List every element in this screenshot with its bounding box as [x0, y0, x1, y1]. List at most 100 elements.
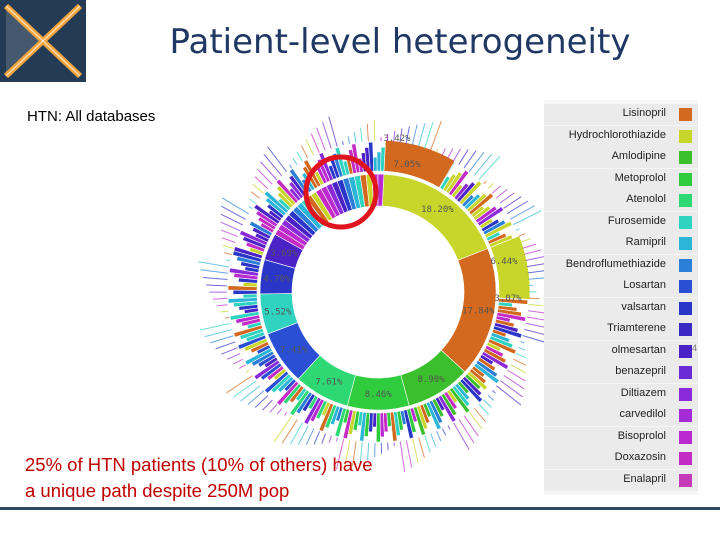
legend-label: Lisinopril: [622, 107, 666, 119]
legend-item[interactable]: Atenolol: [544, 190, 698, 211]
outer-spike: [463, 415, 479, 437]
outer-spike: [424, 121, 434, 149]
outer-spike: [366, 123, 369, 142]
outer-label: 3.07%: [494, 294, 522, 304]
outer-spike: [452, 148, 461, 162]
outer-spike: [478, 156, 501, 181]
legend-item[interactable]: Triamterene: [544, 319, 698, 340]
outer-spike: [503, 375, 525, 390]
legend-swatch: [679, 452, 692, 465]
callout-line-2: a unique path despite 250M pop: [25, 480, 290, 501]
legend-label: benazepril: [615, 365, 666, 377]
legend-item[interactable]: Amlodipine: [544, 147, 698, 168]
outer-spike: [262, 399, 273, 411]
outer-spike: [316, 127, 326, 151]
inner-slice-label: 5.52%: [264, 307, 292, 317]
outer-spike: [473, 407, 486, 423]
outer-spike: [412, 438, 419, 463]
legend-label: Furosemide: [607, 214, 666, 227]
outer-spike: [399, 128, 403, 143]
outer-spike: [221, 347, 238, 355]
legend-item[interactable]: Ramipril: [544, 233, 698, 254]
outer-spike: [478, 403, 490, 415]
inner-slice-label: 4.70%: [263, 275, 291, 285]
outer-spike: [284, 412, 288, 416]
legend-item[interactable]: olmesartan: [544, 340, 698, 362]
outer-spike: [221, 237, 236, 243]
inner-slice-label: 8.90%: [418, 375, 446, 385]
legend-label: Bisoprolol: [617, 429, 666, 442]
outer-spike: [232, 358, 244, 365]
legend-item[interactable]: Lisinopril: [544, 104, 698, 125]
outer-spike: [226, 375, 253, 394]
inner-slice-label: 3.69%: [270, 249, 298, 259]
legend-item[interactable]: carvedilol: [544, 405, 698, 426]
outer-spike: [411, 124, 418, 146]
inner-slice-label: 18.20%: [421, 205, 454, 215]
legend-label: Bendroflumethiazide: [565, 257, 666, 270]
outer-spike: [212, 297, 228, 300]
legend-item[interactable]: valsartan: [544, 297, 698, 319]
legend-swatch: [679, 129, 692, 143]
callout-text: 25% of HTN patients (10% of others) have…: [25, 452, 465, 504]
outer-spike: [441, 428, 447, 436]
inner-slice-label: 8.46%: [365, 390, 393, 400]
legend-swatch: [679, 172, 692, 186]
outer-spike: [344, 440, 351, 468]
legend-label: Enalapril: [623, 472, 666, 485]
legend-swatch: [679, 215, 692, 229]
outer-spike: [510, 364, 527, 374]
outer-slice: [242, 293, 258, 299]
inner-slice-label: 7.41%: [280, 345, 308, 355]
outer-spike: [247, 390, 265, 405]
outer-spike: [252, 183, 264, 194]
outer-spike: [209, 335, 234, 344]
outer-spike: [518, 233, 526, 237]
outer-spike: [222, 244, 234, 249]
outer-spike: [313, 431, 321, 445]
legend-item[interactable]: Diltiazem: [544, 383, 698, 405]
outer-spike: [305, 428, 315, 445]
outer-spike: [458, 149, 469, 165]
outer-spike: [515, 352, 527, 359]
outer-spike: [347, 136, 351, 144]
legend-label: Atenolol: [626, 193, 666, 205]
outer-spike: [453, 422, 470, 450]
legend-item[interactable]: Furosemide: [544, 211, 698, 233]
outer-spike: [215, 341, 236, 350]
outer-spike: [524, 249, 542, 255]
outer-spike: [447, 148, 454, 159]
outer-spike: [224, 252, 232, 256]
outer-spike: [200, 269, 229, 274]
outer-slice: [372, 156, 378, 172]
outer-spike: [359, 442, 363, 464]
outer-spike: [260, 161, 278, 181]
outer-spike: [418, 437, 425, 458]
outer-spike: [435, 148, 439, 153]
outer-spike: [300, 145, 309, 159]
outer-label: 6.44%: [490, 257, 518, 267]
legend-swatch: [679, 430, 692, 444]
outer-spike: [492, 390, 496, 394]
outer-spike: [436, 430, 442, 442]
outer-spike: [512, 210, 542, 226]
legend-item[interactable]: Bisoprolol: [544, 426, 698, 448]
outer-spike: [515, 228, 520, 231]
outer-spike: [296, 151, 303, 162]
outer-spike: [528, 303, 543, 307]
outer-spike: [525, 255, 547, 261]
legend-item[interactable]: Enalapril: [544, 469, 698, 491]
legend-swatch: [679, 473, 692, 487]
legend-item[interactable]: Doxazosin: [544, 448, 698, 469]
outer-spike: [522, 243, 537, 249]
legend-item[interactable]: benazepril: [544, 362, 698, 383]
legend-item[interactable]: Losartan: [544, 276, 698, 297]
outer-slice-hydrochlorothiazide: [490, 235, 531, 300]
legend-swatch: [679, 344, 692, 358]
legend-item[interactable]: Metoprolol: [544, 168, 698, 190]
legend-item[interactable]: Hydrochlorothiazide: [544, 125, 698, 147]
outer-spike: [503, 196, 522, 209]
outer-spike: [239, 364, 246, 369]
legend-item[interactable]: Bendroflumethiazide: [544, 254, 698, 276]
outer-spike: [267, 146, 287, 173]
